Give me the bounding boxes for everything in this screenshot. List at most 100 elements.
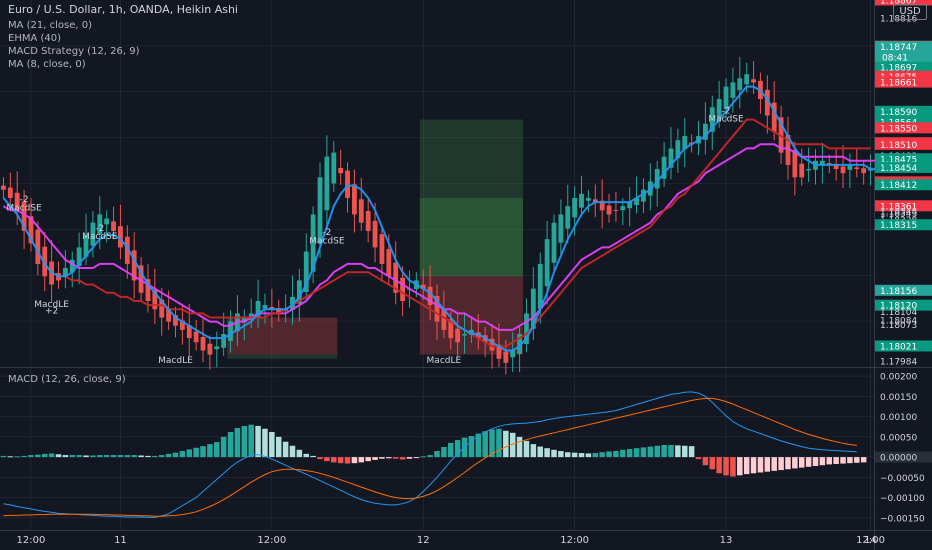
macd-histogram-bar [448,442,454,458]
macd-histogram-bar [413,457,420,459]
macd-histogram-bar [599,452,605,458]
candle-body [35,229,41,264]
macd-histogram-bar [337,457,344,464]
candle-body [255,301,261,317]
signal-line [3,397,857,517]
time-axis-label: 14 [864,535,877,546]
macd-histogram-bar [750,457,757,474]
candle-body [544,239,550,287]
indicator-macd-strategy-label[interactable]: MACD Strategy (12, 26, 9) [8,46,140,57]
candle-body [97,214,103,235]
macd-histogram-bar [757,457,764,473]
macd-histogram-bar [379,457,385,459]
candle-body [76,247,82,267]
time-axis-label: 12:00 [17,535,46,546]
indicator-ma21-label[interactable]: MA (21, close, 0) [8,20,93,31]
macd-histogram-bar [48,453,55,458]
candle-body [131,250,137,281]
strategy-signal-label: -2 [322,228,331,238]
macd-histogram-bar [826,457,833,465]
candle-body [62,268,68,277]
candle-body [400,277,405,302]
macd-axis-label: 0.00100 [880,413,917,423]
macd-histogram-bar [771,457,777,471]
candle-body [393,262,399,293]
macd-histogram-bar [427,455,433,458]
macd-histogram-bar [386,457,392,459]
price-tag [875,200,932,212]
macd-histogram-bar [716,457,722,474]
macd-histogram-bar [138,455,144,458]
macd-histogram-bar [220,436,227,458]
candle-body [448,319,454,339]
macd-pane-title[interactable]: MACD (12, 26, close, 9) [8,374,126,385]
macd-histogram-bar [737,457,743,476]
candle-body [124,236,130,264]
time-axis-label: 12:00 [560,535,589,546]
take-profit-zone [419,119,524,277]
candle-body [751,79,756,83]
strategy-signal-label: MacdSE [82,232,118,242]
macd-histogram-bar [124,455,131,458]
indicator-ma8-label[interactable]: MA (8, close, 0) [8,59,86,70]
macd-histogram-bar [626,449,633,458]
macd-histogram-bar [647,446,654,458]
candle-body [737,78,743,91]
macd-axis-label: −0.00100 [880,494,925,504]
price-axis-label: 1.18021 [880,342,917,352]
macd-histogram-bar [847,457,853,464]
price-axis-label: 1.18697 [880,64,917,74]
candle-body [854,167,860,170]
candle-body [469,329,474,335]
candle-body [668,148,674,168]
price-tag [875,179,932,191]
price-axis-label: 1.18343 [880,210,917,220]
price-axis-label: 1.18120 [880,302,917,312]
macd-histogram-bar [310,455,316,458]
macd-histogram-bar [468,436,475,458]
time-axis-label: 12 [417,535,430,546]
currency-button[interactable]: USD [893,4,927,20]
macd-histogram-bar [179,451,186,458]
macd-histogram-bar [585,453,592,458]
candle-body [585,197,591,201]
indicator-ehma-label[interactable]: EHMA (40) [8,33,62,44]
price-tag [875,70,932,82]
macd-axis-label: −0.00050 [880,474,925,484]
macd-histogram-bar [516,436,523,458]
take-profit-zone [227,354,338,359]
macd-axis-label: 0.00000 [880,454,917,464]
macd-histogram-bar [0,455,7,458]
price-tag [875,61,932,73]
macd-histogram-bar [62,455,69,458]
macd-histogram-bar [681,445,688,458]
candle-body [379,234,385,264]
candle-body [606,205,612,215]
macd-histogram-bar [248,424,254,458]
macd-histogram-bar [255,425,261,458]
candle-body [104,218,110,225]
candle-body [833,164,839,170]
macd-histogram-bar [702,457,709,466]
macd-line [3,391,857,518]
macd-histogram-bar [523,440,530,458]
macd-histogram-bar [785,457,791,470]
time-axis-label: 13 [720,535,733,546]
candle-body [709,107,715,132]
price-axis-label: 1.18315 [880,221,917,231]
candle-body [675,140,681,159]
macd-histogram-bar [145,455,151,458]
macd-histogram-bar [509,432,516,458]
strategy-signal-label: MacdLE [34,300,69,310]
candle-body [69,259,75,273]
candle-body [200,336,206,351]
strategy-signal-label: -2 [20,195,29,205]
strategy-signal-label: MacdLE [427,356,462,366]
candle-body [179,320,185,330]
macd-histogram-bar [764,457,771,472]
strategy-signal-label: MacdSE [708,115,744,125]
macd-zero-tag [875,451,932,463]
candle-body [441,308,447,330]
candle-body [372,220,378,248]
